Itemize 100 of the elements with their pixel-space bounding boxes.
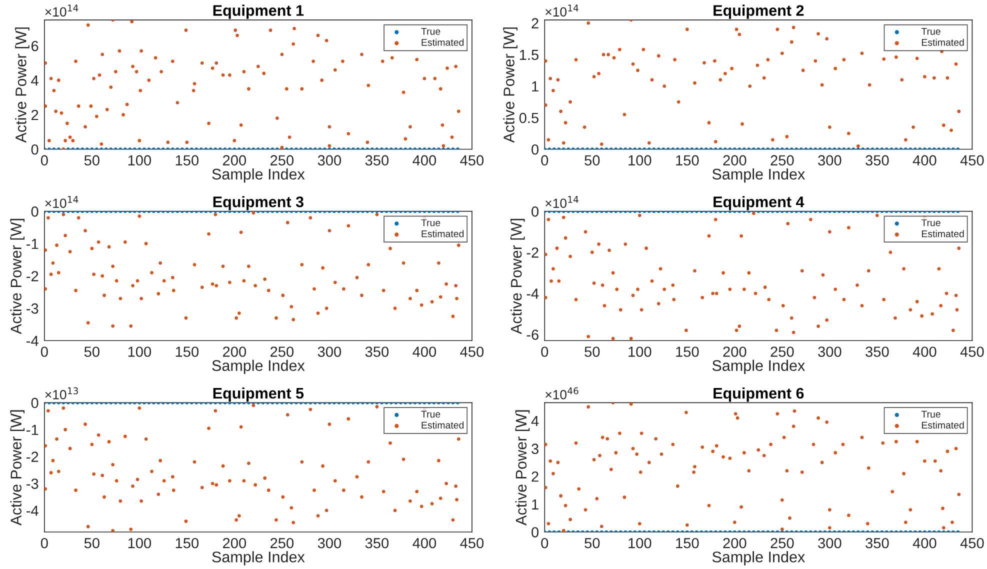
y-tick-label: -3 — [26, 303, 38, 314]
y-tick-label: -2 — [26, 271, 38, 282]
y-tick-label: 6 — [31, 40, 38, 52]
x-tick-label: 400 — [912, 538, 936, 548]
x-tick-label: 200 — [723, 346, 746, 357]
x-axis-title: Sample Index — [712, 168, 805, 183]
y-tick-label: 4 — [531, 416, 539, 426]
y-tick-label: -1 — [26, 424, 38, 435]
y-tick-label: 0 — [31, 206, 38, 217]
y-tick-label: -2 — [26, 452, 38, 462]
legend-label: True — [921, 28, 940, 35]
x-tick-label: 200 — [223, 538, 246, 548]
x-tick-label: 150 — [676, 538, 699, 548]
x-tick-label: 300 — [318, 538, 342, 548]
x-tick-label: 250 — [770, 155, 794, 166]
x-tick-label: 50 — [584, 155, 600, 166]
x-tick-label: 350 — [866, 538, 889, 548]
x-tick-label: 350 — [866, 155, 889, 166]
y-tick-label: 1.5 — [520, 50, 538, 60]
y-tick-label: -4 — [526, 288, 539, 299]
x-tick-label: 0 — [40, 538, 48, 548]
y-tick-label: 0 — [31, 144, 38, 155]
chart-title: Equipment 3 — [213, 196, 304, 210]
y-tick-label: 4 — [31, 76, 38, 86]
x-tick-label: 50 — [84, 155, 100, 166]
x-tick-label: 50 — [84, 346, 100, 357]
legend-label: Estimated — [422, 421, 464, 429]
x-tick-label: 100 — [128, 346, 152, 357]
x-tick-label: 300 — [818, 155, 842, 166]
x-tick-label: 150 — [676, 346, 699, 357]
x-tick-label: 250 — [270, 155, 294, 166]
x-tick-label: 400 — [412, 155, 436, 166]
chart-title: Equipment 6 — [714, 387, 804, 402]
x-tick-label: 250 — [270, 346, 294, 357]
x-tick-label: 0 — [40, 346, 48, 357]
x-tick-label: 200 — [723, 538, 746, 548]
x-tick-label: 150 — [176, 346, 199, 357]
x-tick-label: 250 — [770, 538, 794, 548]
x-tick-label: 450 — [960, 155, 984, 166]
y-tick-label: 0.5 — [519, 112, 538, 124]
x-tick-label: 250 — [270, 538, 294, 548]
y-axis-title: Active Power [W] — [10, 410, 25, 526]
legend-label: True — [421, 410, 440, 418]
x-tick-label: 300 — [318, 346, 342, 357]
legend-label: Estimated — [922, 421, 964, 429]
x-tick-label: 200 — [223, 155, 246, 166]
x-tick-label: 100 — [628, 155, 652, 166]
x-tick-label: 300 — [818, 346, 842, 357]
x-axis-title: Sample Index — [212, 360, 305, 374]
chart-title: Equipment 2 — [714, 4, 804, 19]
legend-label: True — [921, 219, 940, 226]
x-axis-title: Sample Index — [212, 168, 305, 183]
y-tick-label: 3 — [532, 444, 538, 454]
legend-label: Estimated — [922, 38, 964, 46]
y-tick-label: -4 — [26, 336, 38, 346]
legend-label: True — [421, 219, 440, 226]
text: ×10$^{14}$ — [45, 4, 78, 17]
y-axis-title: Active Power [W] — [510, 218, 525, 334]
x-tick-label: 150 — [176, 155, 199, 166]
x-tick-label: 450 — [460, 155, 484, 166]
y-tick-label: -2 — [526, 247, 538, 258]
x-tick-label: 150 — [676, 155, 699, 166]
y-tick-label: 0 — [532, 527, 539, 538]
x-tick-label: 200 — [223, 346, 246, 357]
x-tick-label: 0 — [541, 538, 548, 548]
text: ×10$^{13}$ — [45, 387, 78, 400]
text: ×10$^{14}$ — [546, 4, 578, 17]
y-tick-label: 2 — [31, 110, 38, 120]
x-tick-label: 300 — [318, 155, 342, 166]
legend-label: Estimated — [422, 230, 464, 238]
x-tick-label: 100 — [128, 538, 152, 548]
x-tick-label: 450 — [460, 346, 484, 357]
y-tick-label: -6 — [526, 330, 538, 340]
y-tick-label: 0 — [31, 398, 38, 408]
legend-label: Estimated — [922, 230, 964, 238]
y-tick-label: -4 — [26, 506, 38, 516]
legend-label: True — [921, 410, 940, 418]
y-tick-label: -1 — [26, 238, 38, 249]
x-tick-label: 350 — [365, 346, 389, 357]
y-tick-label: 0 — [532, 144, 539, 155]
y-axis-title: Active Power [W] — [503, 28, 518, 143]
chart-title: Equipment 5 — [213, 387, 304, 402]
x-tick-label: 50 — [84, 538, 100, 548]
y-axis-title: Active Power [W] — [15, 28, 30, 143]
chart-title: Equipment 4 — [714, 196, 804, 210]
text: ×10$^{46}$ — [546, 387, 578, 400]
x-tick-label: 350 — [365, 538, 389, 548]
x-tick-label: 300 — [818, 538, 842, 548]
x-tick-label: 0 — [541, 346, 548, 357]
text: ×10$^{14}$ — [45, 196, 78, 208]
x-tick-label: 350 — [365, 155, 389, 166]
x-tick-label: 400 — [412, 346, 436, 357]
x-tick-label: 50 — [584, 538, 600, 548]
x-tick-label: 400 — [912, 155, 936, 166]
x-tick-label: 150 — [176, 538, 199, 548]
y-axis-title: Active Power [W] — [10, 218, 25, 334]
x-tick-label: 400 — [412, 538, 436, 548]
x-tick-label: 450 — [460, 538, 484, 548]
y-tick-label: 2 — [532, 18, 538, 28]
x-tick-label: 200 — [723, 155, 746, 166]
